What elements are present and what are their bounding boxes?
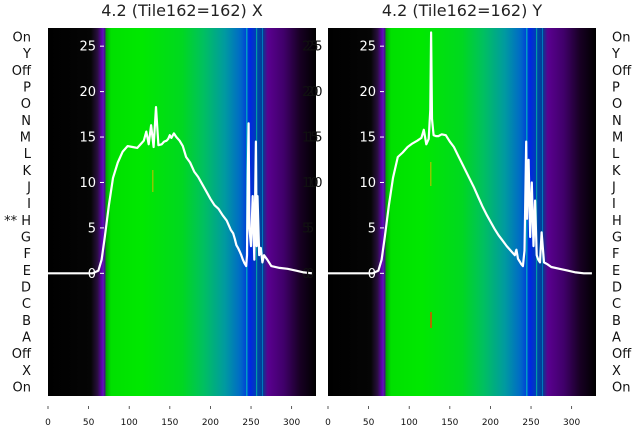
series-line-y [328, 31, 592, 275]
x-tick-label: 150 [161, 418, 178, 428]
y-tick-label-edge: 15 [302, 131, 319, 146]
row-label: E [23, 264, 31, 279]
series-line-x [48, 106, 313, 275]
row-label: X [22, 364, 31, 379]
row-label: On [612, 381, 630, 396]
row-label: X [612, 364, 621, 379]
y-tick-label: 10 [359, 176, 376, 191]
row-label: F [24, 247, 31, 262]
row-label: B [22, 314, 31, 329]
spectrum-heatmap-y [328, 28, 596, 396]
y-tick-label: 25 [79, 40, 96, 55]
x-tick-label: 250 [242, 418, 259, 428]
row-label: M [612, 131, 623, 146]
y-tick-label-edge: 20 [302, 85, 319, 100]
panel-y: 4.2 (Tile162=162) Y OnYOffPONMLKJIHGFEDC… [306, 1, 632, 428]
row-label: F [612, 247, 619, 262]
y-tick-label-edge: 0 [302, 267, 310, 282]
row-label: On [13, 381, 31, 396]
row-label: I [27, 197, 31, 212]
row-label: Y [22, 47, 31, 62]
y-tick-label-edge: 0 [306, 267, 314, 282]
row-label: O [21, 97, 31, 112]
row-label: G [21, 231, 31, 246]
row-label: On [13, 31, 31, 46]
x-tick-label: 50 [83, 418, 95, 428]
row-label: L [612, 147, 620, 162]
y-tick-label: 5 [368, 221, 376, 236]
row-label: J [611, 181, 616, 196]
y-tick-label: 25 [359, 40, 376, 55]
row-label: M [20, 131, 31, 146]
row-label: B [612, 314, 621, 329]
row-label: E [612, 264, 620, 279]
row-label: Off [612, 64, 632, 79]
row-label: H [612, 214, 622, 229]
row-label: D [612, 281, 622, 296]
row-label: N [612, 114, 622, 129]
y-tick-label-edge: 10 [306, 176, 323, 191]
row-label: N [21, 114, 31, 129]
row-label: O [612, 97, 622, 112]
row-label: Off [612, 347, 632, 362]
x-ticks-x: 0 50 100 150 200 250 300 [45, 406, 300, 428]
x-tick-label: 100 [401, 418, 418, 428]
y-tick-label: 20 [79, 85, 96, 100]
row-label: G [612, 231, 622, 246]
x-ticks-y: 0 50 100 150 200 250 300 [325, 406, 580, 428]
y-tick-label-edge: 15 [306, 131, 323, 146]
x-tick-label: 50 [363, 418, 375, 428]
row-label: P [23, 81, 31, 96]
y-tick-label: 20 [359, 85, 376, 100]
x-tick-label: 100 [121, 418, 138, 428]
x-tick-label: 0 [325, 418, 331, 428]
row-label: L [24, 147, 32, 162]
spectrum-heatmap-x [48, 28, 316, 396]
row-label: A [22, 331, 31, 346]
x-tick-label: 200 [482, 418, 499, 428]
row-label: J [26, 181, 31, 196]
y-tick-label: 10 [79, 176, 96, 191]
row-label: K [612, 164, 621, 179]
x-tick-label: 150 [441, 418, 458, 428]
x-tick-label: 200 [202, 418, 219, 428]
y-tick-label: 5 [88, 221, 96, 236]
row-label: D [21, 281, 31, 296]
row-label: ** H [4, 214, 31, 229]
x-tick-label: 0 [45, 418, 51, 428]
row-label: I [612, 197, 616, 212]
x-tick-label: 300 [283, 418, 300, 428]
y-tick-label-edge: 5 [306, 221, 314, 236]
chart-title-x: 4.2 (Tile162=162) X [101, 1, 263, 20]
y-tick-label-edge: 20 [306, 85, 323, 100]
x-tick-label: 300 [563, 418, 580, 428]
y-tick-label: 15 [79, 131, 96, 146]
chart-title-y: 4.2 (Tile162=162) Y [382, 1, 543, 20]
y-tick-label-edge: 25 [306, 40, 323, 55]
x-tick-label: 250 [522, 418, 539, 428]
row-label: P [612, 81, 620, 96]
row-label: Off [12, 64, 32, 79]
row-label: On [612, 31, 630, 46]
row-label: K [22, 164, 31, 179]
row-label: Off [12, 347, 32, 362]
y-tick-label: 15 [359, 131, 376, 146]
y-tick-label-edge: 25 [302, 40, 319, 55]
y-tick-label-edge: 10 [302, 176, 319, 191]
row-label: C [22, 297, 31, 312]
y-tick-label-edge: 5 [302, 221, 310, 236]
row-label: Y [611, 47, 620, 62]
row-label: C [612, 297, 621, 312]
row-label: A [612, 331, 621, 346]
